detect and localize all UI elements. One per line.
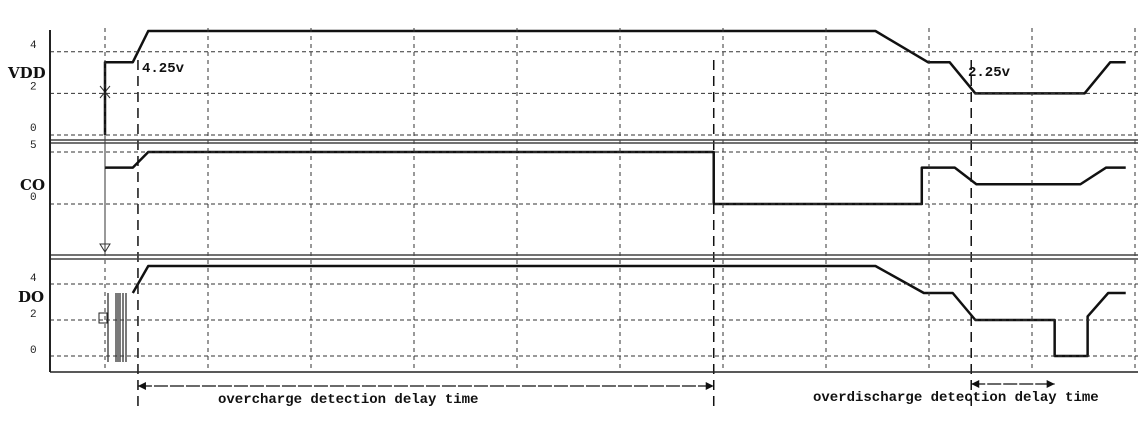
overdischarge-delay-label: overdischarge detection delay time (813, 390, 1099, 406)
vdd-waveform (103, 29, 1126, 135)
y-tick-label: 0 (30, 192, 37, 204)
vdd-low-threshold-label: 2.25v (968, 65, 1011, 81)
y-tick-label: 0 (30, 345, 37, 357)
y-tick-label: 5 (30, 140, 37, 152)
overcharge-delay-label: overcharge detection delay time (218, 392, 478, 408)
y-tick-label: 4 (30, 40, 37, 52)
y-tick-label: 4 (30, 273, 37, 285)
y-tick-label: 2 (30, 81, 37, 93)
y-tick-label: 0 (30, 123, 37, 135)
y-tick-label: 2 (30, 309, 37, 321)
do-label: DO (18, 288, 44, 306)
vdd-label: VDD (7, 64, 46, 82)
vdd-high-threshold-label: 4.25v (142, 61, 185, 77)
co-waveform (105, 150, 1126, 206)
co-label: CO (20, 176, 45, 194)
do-glitch-box (98, 312, 108, 324)
do-waveform (131, 264, 1126, 358)
